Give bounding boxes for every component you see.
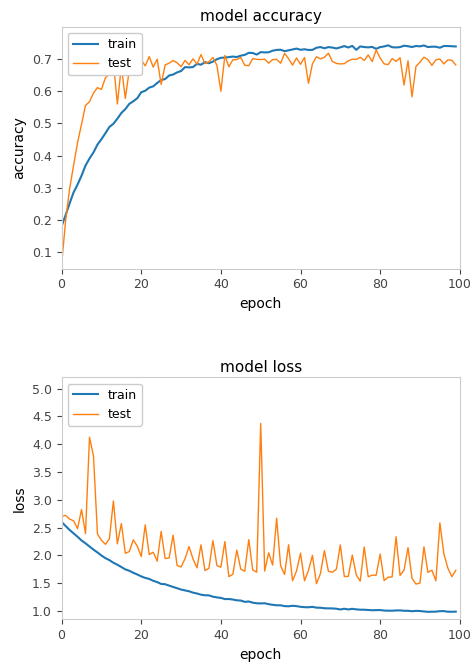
test [453,61,459,69]
test [150,548,156,556]
test [266,549,272,557]
test [437,55,443,63]
Title: model loss: model loss [219,360,302,375]
train [262,49,267,57]
train [425,43,431,51]
test [425,56,431,64]
test [429,566,435,574]
test [135,57,140,65]
X-axis label: epoch: epoch [239,647,282,661]
train [150,577,156,585]
train [437,607,443,615]
test [441,550,447,558]
train [59,222,64,230]
train [421,607,427,615]
train [385,41,391,49]
test [262,55,267,63]
test [59,512,64,520]
train [294,45,300,53]
train [135,571,140,579]
train [294,602,300,610]
train [425,608,431,616]
test [150,63,156,71]
test [298,549,303,557]
Y-axis label: accuracy: accuracy [12,116,27,179]
Line: train: train [62,45,456,226]
test [413,580,419,588]
X-axis label: epoch: epoch [239,297,282,311]
test [453,566,459,574]
train [453,607,459,615]
Title: model accuracy: model accuracy [200,9,322,24]
train [437,44,443,52]
train [262,599,267,607]
test [294,54,300,62]
train [59,518,64,526]
Legend: train, test: train, test [68,33,142,75]
Line: train: train [62,522,456,612]
Legend: train, test: train, test [68,384,142,426]
train [453,43,459,51]
train [135,95,140,103]
Line: test: test [62,50,456,264]
test [374,46,379,54]
test [258,420,264,428]
test [135,542,140,550]
test [59,260,64,268]
Line: test: test [62,424,456,584]
Y-axis label: loss: loss [12,485,27,511]
train [150,83,156,91]
